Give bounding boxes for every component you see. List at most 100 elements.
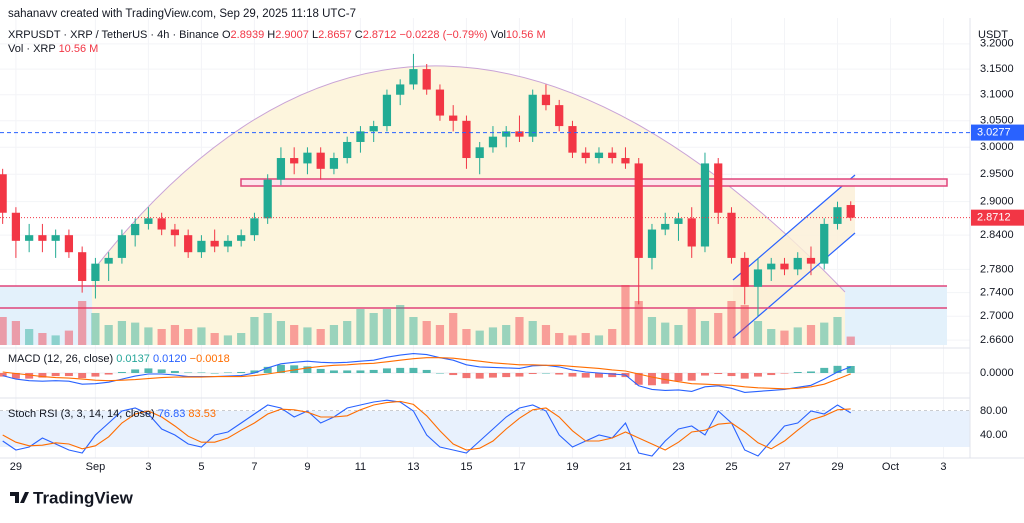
macd-histogram [634,373,643,385]
macd-histogram [754,373,762,377]
change: −0.0228 (−0.79%) [399,29,488,41]
ohlc-value: 2.8657 [318,29,352,41]
volume-bar [382,309,392,345]
volume-bar [237,333,246,345]
stoch-value: 76.83 [157,408,186,420]
candle-body [250,218,259,236]
ohlc-label: H [267,29,276,41]
macd-histogram [78,373,87,379]
volume-bar [409,317,418,345]
candle-body [0,174,7,213]
volume-bar [475,330,484,345]
volume-bar [91,313,100,345]
candle-body [184,235,193,253]
alert-label: 3.0277 [977,126,1011,138]
x-tick-label: 3 [145,461,151,473]
macd-histogram [594,373,603,378]
candle-body [237,235,246,241]
macd-histogram [382,368,391,373]
candle-body [740,257,749,287]
macd-histogram [820,367,829,373]
macd-line [2,357,851,390]
volume-bar [276,321,286,345]
currency: USDT [978,29,1008,41]
volume-bar [316,329,325,345]
volume-bar [144,327,153,345]
candle-body [25,235,34,241]
macd-histogram [157,369,166,373]
vol-value: 10.56 M [505,29,546,41]
macd-histogram [51,373,60,377]
x-tick-label: 29 [831,461,843,473]
vol-value: 10.56 M [58,43,99,55]
candle-body [820,223,829,264]
candle-body [170,229,180,236]
macd-histogram [0,373,7,377]
macd-histogram [184,372,193,373]
stoch-legend: Stoch RSI (3, 3, 14, 14, close) 76.83 83… [8,408,216,420]
candle-body [647,229,657,258]
volume-bar [674,325,683,345]
volume-bar [714,313,723,345]
x-tick-label: 27 [778,461,790,473]
volume-bar [806,325,816,345]
candle-body [594,152,604,159]
volume-bar [290,325,299,345]
volume-bar [462,329,471,345]
macd-histogram [502,373,511,378]
macd-histogram [409,367,418,373]
candle-body [515,131,524,137]
volume-legend: Vol · XRP 10.56 M [8,43,98,55]
candle-body [144,218,153,224]
volume-bar [449,313,458,345]
candle-body [581,152,590,159]
stoch-title: Stoch RSI (3, 3, 14, 14, close) [8,408,155,420]
volume-bar [727,301,736,345]
volume-bar [833,317,842,345]
candle-body [780,263,789,270]
volume-bar [581,333,590,345]
volume-bar [11,321,21,345]
volume-bar [210,333,219,345]
x-tick-label: 25 [725,461,737,473]
volume-bar [647,317,657,345]
x-tick-label: 5 [198,461,204,473]
macd-histogram [210,373,219,374]
macd-histogram [740,373,749,379]
candle-body [78,252,87,281]
volume-bar [64,330,74,345]
volume-bar [329,325,339,345]
volume-bar [488,327,498,345]
macd-histogram [449,373,458,376]
y-tick-label: 3.1500 [980,63,1014,75]
macd-histogram [197,372,206,373]
macd-histogram [647,373,656,386]
macd-histogram [25,373,34,379]
macd-histogram [833,365,842,373]
candle-body [528,94,537,137]
macd-histogram [64,373,73,377]
volume-bar [422,321,431,345]
candle-body [727,212,736,258]
macd-histogram [714,373,723,375]
volume-bar [25,329,34,345]
macd-histogram [727,373,736,377]
drawings [0,65,970,447]
volume-bar [502,325,511,345]
candle-body [11,212,21,241]
volume-bar [700,321,710,345]
macd-value: −0.0018 [189,353,230,365]
volume-bar [250,317,259,345]
volume-bar [687,309,696,345]
price-label-bg [971,209,1024,226]
macd-histogram [807,371,815,373]
macd-histogram [144,368,153,373]
x-tick-label: 15 [460,461,472,473]
macd-histogram [555,373,564,375]
volume-bar [0,317,7,345]
macd-histogram [396,367,405,373]
macd-histogram [369,369,378,373]
candle-body [634,163,643,258]
